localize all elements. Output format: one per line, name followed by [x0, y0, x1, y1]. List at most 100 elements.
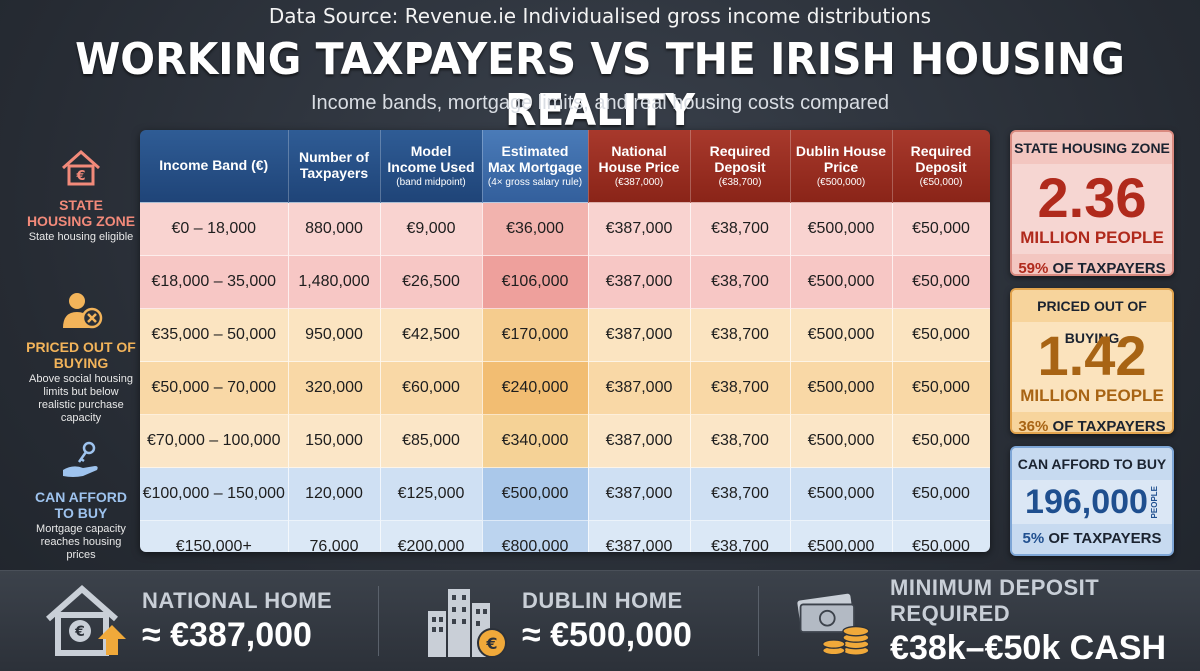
table-row: €0 – 18,000 880,000 €9,000 €36,000 €387,000 €…: [140, 202, 990, 256]
table-cell: €340,000: [482, 414, 589, 468]
table-cell: 1,480,000: [288, 255, 381, 309]
zone-description: Above social housing limits but below re…: [29, 373, 133, 424]
card-unit: MILLION PEOPLE: [1020, 386, 1164, 405]
hand-key-icon: [63, 441, 98, 477]
table-cell: €50,000: [892, 202, 990, 256]
card-percentage: 5% OF TAXPAYERS: [1012, 524, 1172, 554]
table-cell: 880,000: [288, 202, 381, 256]
card-value: 196,000: [1025, 483, 1148, 521]
table-cell: €387,000: [588, 308, 691, 362]
table-cell: €38,700: [690, 202, 791, 256]
zone-label: PRICED OUT OF BUYING: [26, 339, 136, 371]
sidebar-zone-state-housing: € STATE HOUSING ZONE State housing eligi…: [26, 148, 136, 244]
card-percentage: 36% OF TAXPAYERS: [1012, 412, 1172, 432]
table-cell: €387,000: [588, 520, 691, 552]
table-cell: €50,000 – 70,000: [140, 361, 289, 415]
table-cell: €125,000: [380, 467, 483, 521]
table-cell: €387,000: [588, 255, 691, 309]
table-cell: €50,000: [892, 308, 990, 362]
table-cell: €35,000 – 50,000: [140, 308, 289, 362]
table-cell: €60,000: [380, 361, 483, 415]
card-header: STATE HOUSING ZONE: [1012, 132, 1172, 164]
table-cell: €100,000 – 150,000: [140, 467, 289, 521]
footer-label: NATIONAL HOME: [142, 587, 333, 613]
table-cell: €50,000: [892, 520, 990, 552]
table-cell: €500,000: [790, 308, 893, 362]
zone-label: CAN AFFORD TO BUY: [34, 489, 128, 521]
card-can-afford: CAN AFFORD TO BUY 196,000 PEOPLE 5% OF T…: [1010, 446, 1174, 556]
card-state-housing-zone: STATE HOUSING ZONE 2.36 MILLION PEOPLE 5…: [1010, 130, 1174, 276]
table-cell: €0 – 18,000: [140, 202, 289, 256]
data-source: Data Source: Revenue.ie Individualised g…: [268, 4, 932, 28]
city-buildings-euro-icon: €: [428, 589, 507, 658]
table-cell: €500,000: [790, 467, 893, 521]
card-header: CAN AFFORD TO BUY: [1012, 448, 1172, 480]
house-euro-up-icon: €: [46, 584, 126, 656]
footer-value: ≈ €387,000: [142, 615, 312, 654]
table-cell: €387,000: [588, 414, 691, 468]
table-cell: €500,000: [790, 202, 893, 256]
table-cell: €500,000: [790, 361, 893, 415]
income-housing-table: Income Band (€) Number of Taxpayers Mode…: [140, 130, 990, 552]
column-header: Number of Taxpayers: [288, 130, 381, 203]
table-cell: €70,000 – 100,000: [140, 414, 289, 468]
card-header: PRICED OUT OF BUYING: [1012, 290, 1172, 346]
table-cell: €38,700: [690, 308, 791, 362]
table-cell: €38,700: [690, 414, 791, 468]
card-unit: MILLION PEOPLE: [1020, 228, 1164, 247]
card-value: 1.42: [1037, 324, 1147, 387]
table-cell: €500,000: [790, 414, 893, 468]
table-cell: €9,000: [380, 202, 483, 256]
card-percentage: 59% OF TAXPAYERS: [1012, 254, 1172, 274]
card-unit: PEOPLE: [1149, 485, 1159, 519]
column-header: Required Deposit (€50,000): [892, 130, 990, 203]
table-cell: €500,000: [790, 520, 893, 552]
table-row: €150,000+ 76,000 €200,000 €800,000 €387,000 €…: [140, 520, 990, 552]
column-header: Estimated Max Mortgage (4× gross salary r…: [482, 130, 589, 203]
table-cell: €106,000: [482, 255, 589, 309]
sidebar-zone-priced-out: PRICED OUT OF BUYING Above social housin…: [26, 290, 136, 425]
table-cell: 120,000: [288, 467, 381, 521]
table-cell: 150,000: [288, 414, 381, 468]
footer-national-home: € NATIONAL HOME ≈ €387,000: [40, 571, 332, 671]
table-row: €50,000 – 70,000 320,000 €60,000 €240,000 €3…: [140, 361, 990, 415]
card-value: 2.36: [1037, 166, 1147, 229]
table-cell: 320,000: [288, 361, 381, 415]
column-header: National House Price (€387,000): [588, 130, 691, 203]
zone-label: STATE HOUSING ZONE: [26, 197, 136, 229]
column-header: Model Income Used (band midpoint): [380, 130, 483, 203]
footer-value: €38k–€50k CASH: [890, 628, 1167, 667]
zone-description: Mortgage capacity reaches housing prices: [36, 523, 126, 561]
table-cell: €240,000: [482, 361, 589, 415]
table-cell: €50,000: [892, 361, 990, 415]
table-cell: €85,000: [380, 414, 483, 468]
svg-text:€: €: [74, 624, 85, 640]
table-cell: €200,000: [380, 520, 483, 552]
divider: [378, 586, 379, 656]
svg-text:€: €: [485, 634, 497, 653]
card-priced-out: PRICED OUT OF BUYING 1.42 MILLION PEOPLE…: [1010, 288, 1174, 434]
table-cell: €170,000: [482, 308, 589, 362]
table-cell: €50,000: [892, 467, 990, 521]
footer-value: ≈ €500,000: [522, 615, 692, 654]
table-cell: €387,000: [588, 467, 691, 521]
footer-bar: € NATIONAL HOME ≈ €387,000 € DUBLIN HOME…: [0, 570, 1200, 671]
table-row: €35,000 – 50,000 950,000 €42,500 €170,000 €3…: [140, 308, 990, 362]
table-cell: €18,000 – 35,000: [140, 255, 289, 309]
divider: [758, 586, 759, 656]
page-subtitle: Income bands, mortgage limits, and real …: [310, 92, 890, 114]
house-euro-icon: €: [62, 149, 100, 186]
table-cell: €387,000: [588, 202, 691, 256]
cash-coins-icon: [797, 593, 870, 656]
table-cell: €26,500: [380, 255, 483, 309]
table-cell: €42,500: [380, 308, 483, 362]
table-cell: €50,000: [892, 255, 990, 309]
table-header-row: Income Band (€) Number of Taxpayers Mode…: [140, 130, 990, 203]
table-cell: €50,000: [892, 414, 990, 468]
person-cross-icon: [63, 293, 103, 329]
table-cell: €38,700: [690, 467, 791, 521]
svg-text:€: €: [75, 169, 85, 184]
table-cell: €38,700: [690, 520, 791, 552]
table-cell: 76,000: [288, 520, 381, 552]
column-header: Dublin House Price (€500,000): [790, 130, 893, 203]
